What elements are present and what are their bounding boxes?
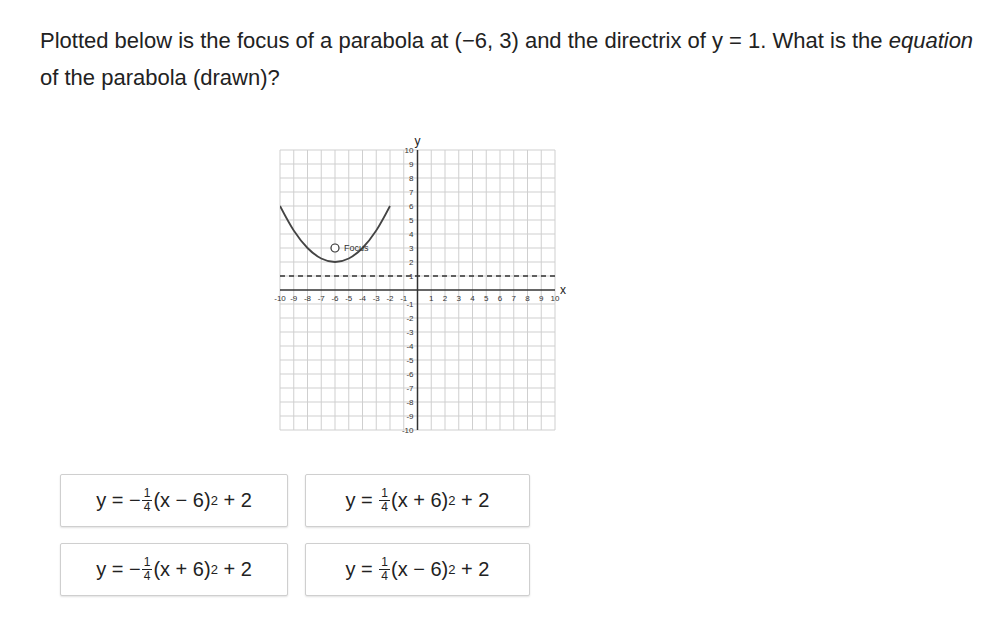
- svg-text:-1: -1: [400, 294, 408, 303]
- svg-text:6: 6: [498, 294, 503, 303]
- svg-text:-10: -10: [402, 426, 414, 435]
- svg-text:9: 9: [539, 294, 544, 303]
- html-text:of the parabola (drawn)?: of the parabola (drawn)?: [40, 65, 280, 90]
- svg-text:2: 2: [409, 258, 414, 267]
- html-text:4(x + 6)2+ 2: 4(x + 6)2+ 2: [143, 558, 252, 583]
- svg-text:10: 10: [405, 146, 414, 155]
- html-text:y = −1: y = −1: [96, 486, 151, 511]
- svg-text:-10: -10: [274, 294, 286, 303]
- svg-text:Focus: Focus: [344, 243, 369, 253]
- svg-text:-5: -5: [345, 294, 353, 303]
- html-text:4(x − 6)2+ 2: 4(x − 6)2+ 2: [143, 489, 252, 514]
- svg-text:-7: -7: [406, 384, 414, 393]
- svg-text:-5: -5: [406, 356, 414, 365]
- html-text:y =1: y =1: [345, 555, 388, 580]
- svg-text:-9: -9: [290, 294, 298, 303]
- svg-text:5: 5: [409, 216, 414, 225]
- svg-text:8: 8: [525, 294, 530, 303]
- html-text:y = −1: y = −1: [96, 555, 151, 580]
- svg-text:-2: -2: [406, 314, 414, 323]
- svg-text:10: 10: [551, 294, 560, 303]
- svg-text:-9: -9: [406, 412, 414, 421]
- svg-text:7: 7: [512, 294, 517, 303]
- svg-text:2: 2: [443, 294, 448, 303]
- svg-text:8: 8: [409, 174, 414, 183]
- svg-text:-2: -2: [386, 294, 394, 303]
- svg-text:-3: -3: [406, 328, 414, 337]
- svg-text:-8: -8: [304, 294, 312, 303]
- svg-text:1: 1: [409, 272, 414, 281]
- svg-text:-6: -6: [331, 294, 339, 303]
- svg-text:1: 1: [429, 294, 434, 303]
- svg-text:-1: -1: [406, 300, 414, 309]
- html-text:Plotted below is the focus of: Plotted below is the focus of a parabola…: [40, 28, 974, 53]
- html-text:4 (x − 6)2+ 2: 4 (x − 6)2+ 2: [381, 558, 490, 583]
- svg-text:3: 3: [409, 244, 414, 253]
- svg-text:6: 6: [409, 202, 414, 211]
- svg-text:-3: -3: [373, 294, 381, 303]
- svg-text:3: 3: [457, 294, 462, 303]
- svg-text:4: 4: [470, 294, 475, 303]
- svg-text:4: 4: [409, 230, 414, 239]
- svg-text:-7: -7: [318, 294, 326, 303]
- html-text:y =1: y =1: [345, 486, 388, 511]
- svg-text:-6: -6: [406, 370, 414, 379]
- svg-text:x: x: [560, 283, 566, 297]
- svg-text:5: 5: [484, 294, 489, 303]
- svg-text:-8: -8: [406, 398, 414, 407]
- svg-text:-4: -4: [406, 342, 414, 351]
- svg-text:-4: -4: [359, 294, 367, 303]
- svg-text:7: 7: [409, 188, 414, 197]
- svg-text:y: y: [415, 134, 421, 148]
- svg-text:9: 9: [409, 160, 414, 169]
- html-text:4 (x + 6)2+ 2: 4 (x + 6)2+ 2: [381, 489, 490, 514]
